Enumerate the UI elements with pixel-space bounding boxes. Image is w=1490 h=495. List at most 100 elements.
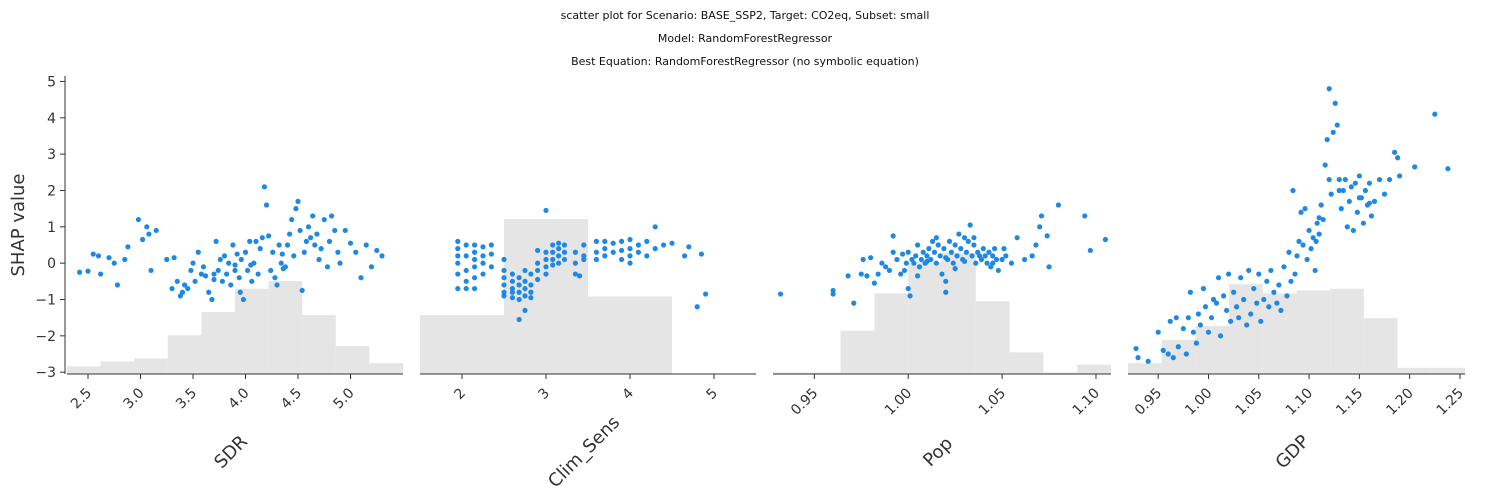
data-point	[1228, 318, 1234, 324]
data-point	[1167, 318, 1173, 324]
data-point	[535, 247, 541, 254]
data-point	[111, 260, 117, 266]
data-point	[480, 244, 486, 250]
data-point	[291, 253, 297, 259]
data-point	[1300, 242, 1306, 248]
data-point	[948, 249, 954, 255]
data-point	[1284, 293, 1290, 299]
data-point	[963, 249, 970, 255]
data-point	[1346, 198, 1352, 204]
data-point	[1180, 325, 1186, 332]
data-point	[270, 249, 276, 255]
data-point	[238, 256, 244, 263]
data-point	[522, 293, 528, 299]
data-point	[561, 256, 568, 263]
data-point	[937, 253, 943, 259]
data-point	[146, 231, 152, 237]
data-point	[463, 285, 469, 292]
x-tick-label: 1.05	[976, 385, 1009, 418]
data-point	[240, 296, 246, 303]
data-point	[550, 262, 556, 268]
histogram-bar	[1397, 367, 1432, 374]
data-point	[1313, 238, 1319, 244]
data-point	[253, 238, 259, 244]
data-point	[1332, 100, 1338, 106]
data-point	[610, 240, 616, 246]
data-point	[830, 287, 836, 294]
data-point	[326, 238, 333, 244]
data-point	[581, 242, 587, 248]
data-point	[85, 268, 91, 274]
histogram-bar	[335, 346, 370, 374]
data-point	[868, 255, 874, 261]
data-point	[627, 246, 633, 252]
data-point	[627, 236, 633, 243]
data-point	[986, 249, 992, 255]
data-point	[259, 235, 265, 241]
histogram-bar	[504, 219, 588, 374]
y-tick-label: −2	[35, 329, 56, 345]
data-point	[509, 289, 515, 295]
data-point	[593, 238, 600, 244]
data-point	[1274, 300, 1280, 306]
data-point	[1290, 187, 1296, 194]
data-point	[188, 267, 194, 274]
data-point	[883, 264, 889, 270]
data-point	[875, 271, 881, 277]
data-point	[379, 253, 385, 259]
data-point	[1244, 322, 1250, 328]
data-point	[528, 295, 534, 301]
x-tick-label: 0.95	[1132, 385, 1165, 418]
data-point	[1362, 187, 1369, 194]
data-point	[488, 251, 494, 257]
data-point	[1044, 233, 1050, 239]
data-point	[965, 238, 971, 244]
data-point	[347, 240, 354, 246]
data-point	[1386, 176, 1393, 183]
x-tick-label: 1.05	[1232, 385, 1265, 418]
data-point	[602, 238, 608, 244]
y-tick-label: 5	[47, 74, 56, 90]
data-point	[890, 249, 896, 255]
data-point	[871, 280, 878, 286]
data-point	[463, 253, 469, 259]
histogram-bar	[975, 301, 1010, 374]
data-point	[1231, 289, 1237, 295]
data-point	[990, 260, 996, 266]
data-point	[930, 238, 936, 244]
data-point	[1328, 191, 1334, 197]
data-point	[1354, 209, 1360, 215]
data-point	[234, 251, 240, 257]
data-point	[1338, 206, 1344, 212]
data-point	[140, 236, 146, 243]
data-point	[1195, 311, 1202, 317]
data-point	[1202, 304, 1209, 310]
data-point	[501, 282, 507, 288]
data-point	[894, 256, 900, 263]
data-point	[946, 238, 953, 244]
data-point	[215, 267, 221, 274]
data-point	[501, 256, 507, 263]
data-point	[1225, 271, 1232, 277]
x-tick-label: 4.0	[226, 385, 253, 412]
data-point	[1348, 184, 1354, 190]
data-point	[287, 231, 293, 237]
data-point	[610, 249, 616, 255]
data-point	[1294, 253, 1300, 259]
data-point	[958, 246, 964, 252]
data-point	[209, 296, 215, 303]
data-point	[593, 249, 600, 255]
data-point	[1185, 315, 1191, 321]
data-point	[1352, 180, 1358, 186]
data-point	[1340, 187, 1346, 194]
data-point	[1155, 329, 1161, 335]
x-axis-label: SDR	[210, 431, 252, 473]
data-point	[276, 242, 282, 248]
data-point	[1350, 227, 1356, 234]
data-point	[535, 267, 541, 274]
data-point	[501, 275, 507, 281]
data-point	[1356, 173, 1362, 179]
data-point	[961, 235, 968, 241]
data-point	[941, 246, 947, 252]
